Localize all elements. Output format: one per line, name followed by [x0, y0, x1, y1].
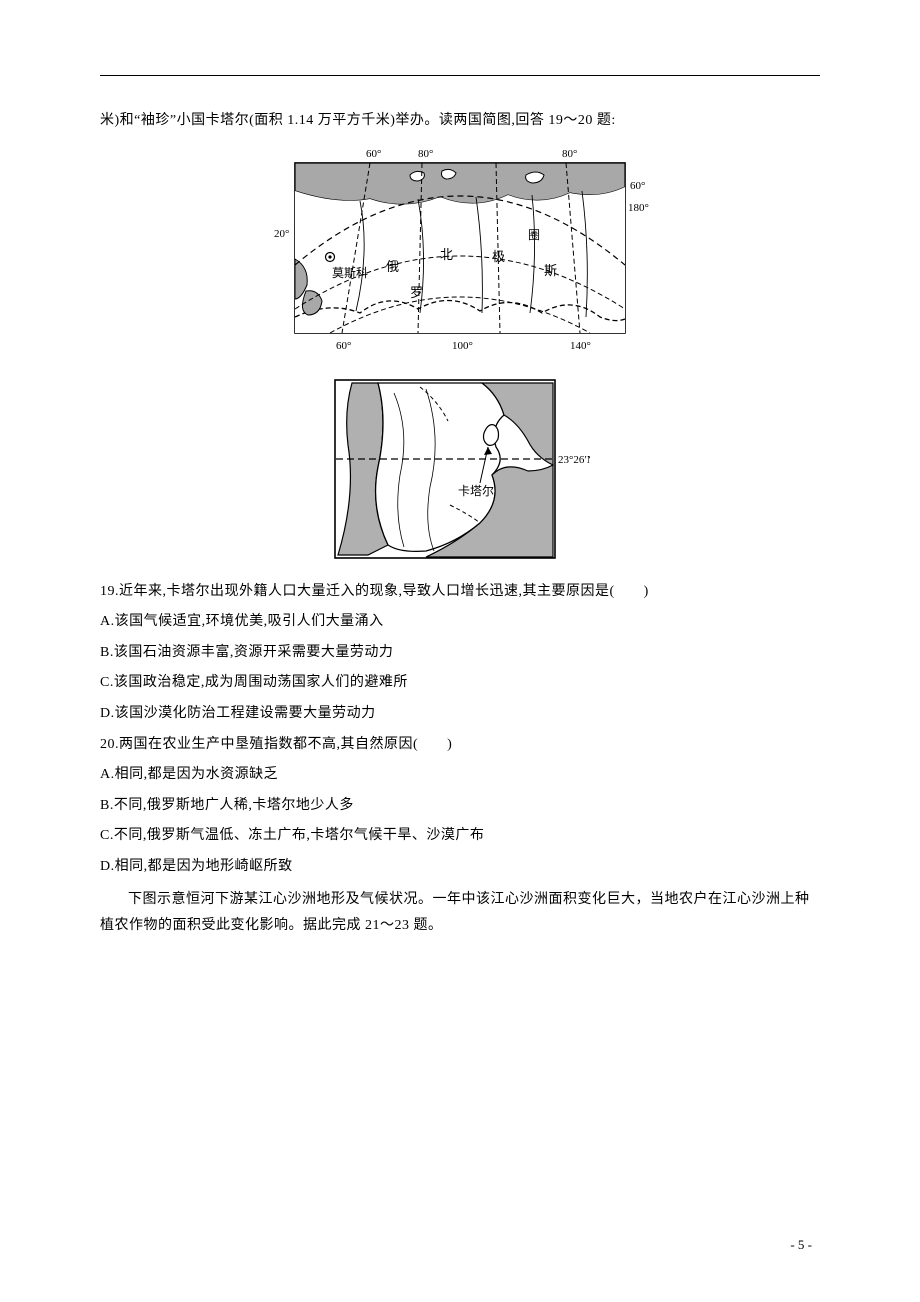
passage-text: 下图示意恒河下游某江心沙洲地形及气候状况。一年中该江心沙洲面积变化巨大，当地农户… — [100, 887, 820, 940]
map1-lon-t-2: 80° — [562, 148, 577, 160]
map1-lon-b-2: 140° — [570, 340, 591, 352]
map1-cc-4: 斯 — [544, 263, 557, 278]
map2-tropic: 23°26′N — [558, 454, 590, 466]
q19-opt-d: D.该国沙漠化防治工程建设需要大量劳动力 — [100, 701, 820, 728]
page-number: - 5 - — [790, 1233, 812, 1258]
map2-container: 23°26′N 卡塔尔 — [100, 375, 820, 565]
q20-opt-d: D.相同,都是因为地形崎岖所致 — [100, 854, 820, 881]
map1-city: 莫斯科 — [332, 266, 368, 280]
map2-svg: 23°26′N 卡塔尔 — [330, 375, 590, 565]
q20-opt-b: B.不同,俄罗斯地广人稀,卡塔尔地少人多 — [100, 793, 820, 820]
q20-stem: 20.两国在农业生产中垦殖指数都不高,其自然原因( ) — [100, 732, 820, 759]
q19-opt-b: B.该国石油资源丰富,资源开采需要大量劳动力 — [100, 640, 820, 667]
q20-opt-a: A.相同,都是因为水资源缺乏 — [100, 762, 820, 789]
map1-cc-3: 罗 — [410, 285, 423, 300]
map1-lon-t-1: 80° — [418, 148, 433, 160]
q19-opt-a: A.该国气候适宜,环境优美,吸引人们大量涌入 — [100, 609, 820, 636]
header-rule — [100, 75, 820, 76]
map1-container: 莫斯科 俄 北 极 罗 斯 圈 60° 80° 80° 60° 180° 20°… — [100, 141, 820, 361]
map1-cc-1: 北 — [440, 247, 453, 262]
map1-lon-t-0: 60° — [366, 148, 381, 160]
map1-antimeridian: 180° — [628, 202, 649, 214]
map1-arctic: 圈 — [528, 228, 540, 242]
map1-svg: 莫斯科 俄 北 极 罗 斯 圈 60° 80° 80° 60° 180° 20°… — [270, 141, 650, 361]
map1-lon-b-0: 60° — [336, 340, 351, 352]
map1-lat-l: 20° — [274, 228, 289, 240]
map1-lon-b-1: 100° — [452, 340, 473, 352]
map1-cc-0: 俄 — [386, 259, 399, 274]
intro-text: 米)和“袖珍”小国卡塔尔(面积 1.14 万平方千米)举办。读两国简图,回答 1… — [100, 108, 820, 135]
q19-opt-c: C.该国政治稳定,成为周围动荡国家人们的避难所 — [100, 670, 820, 697]
map1-lat-r: 60° — [630, 180, 645, 192]
q19-stem: 19.近年来,卡塔尔出现外籍人口大量迁入的现象,导致人口增长迅速,其主要原因是(… — [100, 579, 820, 606]
q20-opt-c: C.不同,俄罗斯气温低、冻土广布,卡塔尔气候干旱、沙漠广布 — [100, 823, 820, 850]
map1-cc-2: 极 — [492, 249, 505, 264]
map2-country: 卡塔尔 — [458, 483, 494, 498]
